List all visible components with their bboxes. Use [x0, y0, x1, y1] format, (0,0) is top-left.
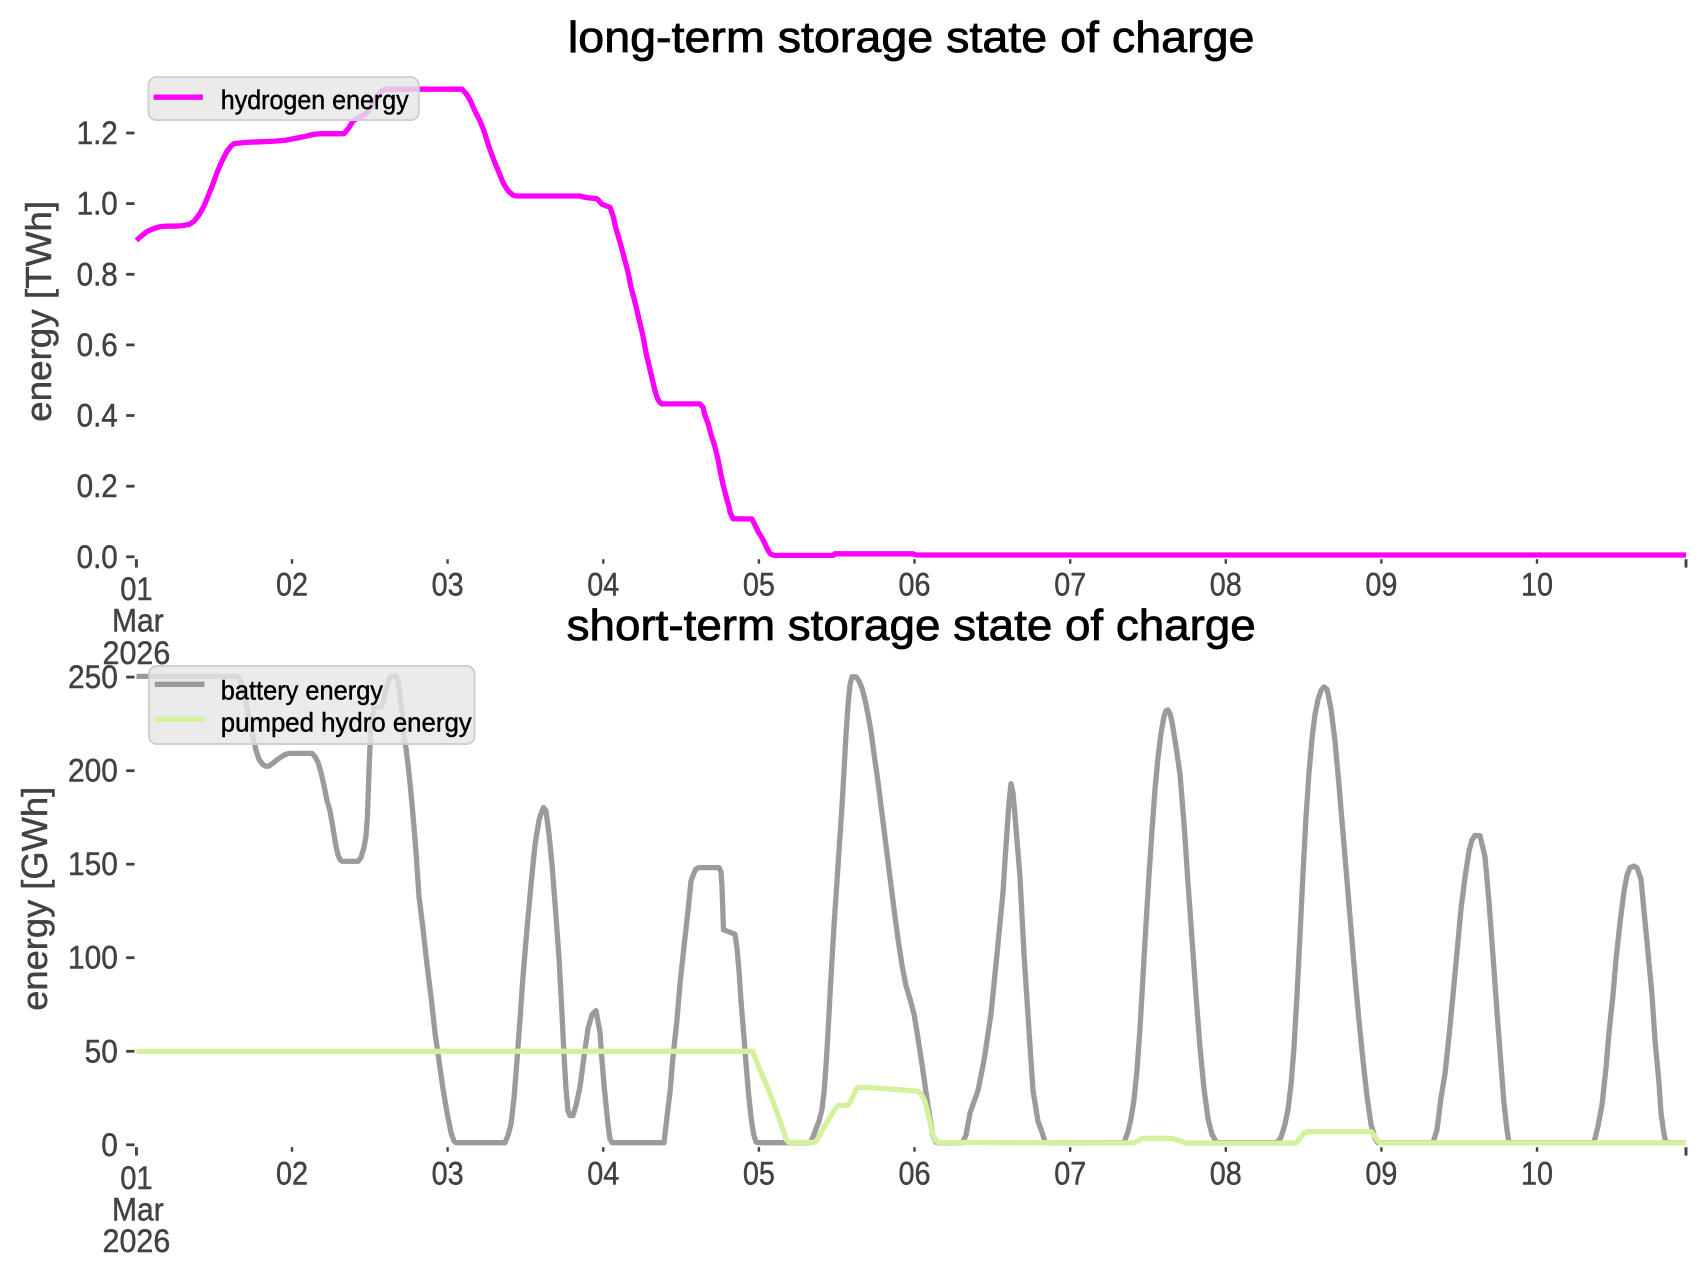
svg-text:0.2: 0.2 — [77, 468, 118, 504]
svg-text:08: 08 — [1210, 567, 1242, 603]
svg-text:100: 100 — [68, 940, 118, 976]
svg-text:06: 06 — [899, 1156, 931, 1192]
svg-text:03: 03 — [432, 1156, 464, 1192]
svg-text:05: 05 — [743, 1156, 775, 1192]
svg-text:07: 07 — [1054, 567, 1086, 603]
svg-text:0: 0 — [101, 1127, 118, 1163]
svg-text:long-term storage state of cha: long-term storage state of charge — [568, 14, 1255, 62]
svg-text:07: 07 — [1054, 1156, 1086, 1192]
svg-text:04: 04 — [587, 1156, 619, 1192]
svg-text:0.8: 0.8 — [77, 256, 118, 292]
svg-text:2026: 2026 — [103, 635, 171, 671]
svg-text:1.0: 1.0 — [77, 186, 118, 222]
svg-text:02: 02 — [276, 567, 308, 603]
svg-text:1.2: 1.2 — [77, 115, 118, 151]
svg-text:10: 10 — [1521, 1156, 1553, 1192]
svg-text:09: 09 — [1365, 1156, 1397, 1192]
svg-text:250: 250 — [68, 659, 118, 695]
svg-text:short-term storage state of ch: short-term storage state of charge — [567, 602, 1256, 650]
svg-text:Mar: Mar — [112, 603, 164, 639]
svg-text:10: 10 — [1521, 567, 1553, 603]
svg-text:200: 200 — [68, 753, 118, 789]
svg-text:50: 50 — [85, 1033, 118, 1069]
svg-text:06: 06 — [899, 567, 931, 603]
svg-text:Mar: Mar — [112, 1192, 164, 1228]
svg-text:04: 04 — [587, 567, 619, 603]
svg-text:0.6: 0.6 — [77, 327, 118, 363]
svg-text:05: 05 — [743, 567, 775, 603]
svg-text:0.4: 0.4 — [77, 398, 118, 434]
svg-text:02: 02 — [276, 1156, 308, 1192]
svg-text:2026: 2026 — [103, 1223, 171, 1259]
svg-text:battery energy: battery energy — [221, 675, 384, 705]
svg-text:150: 150 — [68, 846, 118, 882]
svg-text:energy [TWh]: energy [TWh] — [18, 201, 59, 422]
svg-text:energy [GWh]: energy [GWh] — [14, 787, 55, 1011]
svg-text:01: 01 — [120, 571, 152, 607]
svg-text:hydrogen energy: hydrogen energy — [221, 85, 410, 115]
svg-text:03: 03 — [432, 567, 464, 603]
svg-text:pumped hydro energy: pumped hydro energy — [221, 708, 473, 738]
svg-text:08: 08 — [1210, 1156, 1242, 1192]
svg-text:09: 09 — [1365, 567, 1397, 603]
svg-text:0.0: 0.0 — [77, 539, 118, 575]
svg-text:01: 01 — [120, 1160, 152, 1196]
